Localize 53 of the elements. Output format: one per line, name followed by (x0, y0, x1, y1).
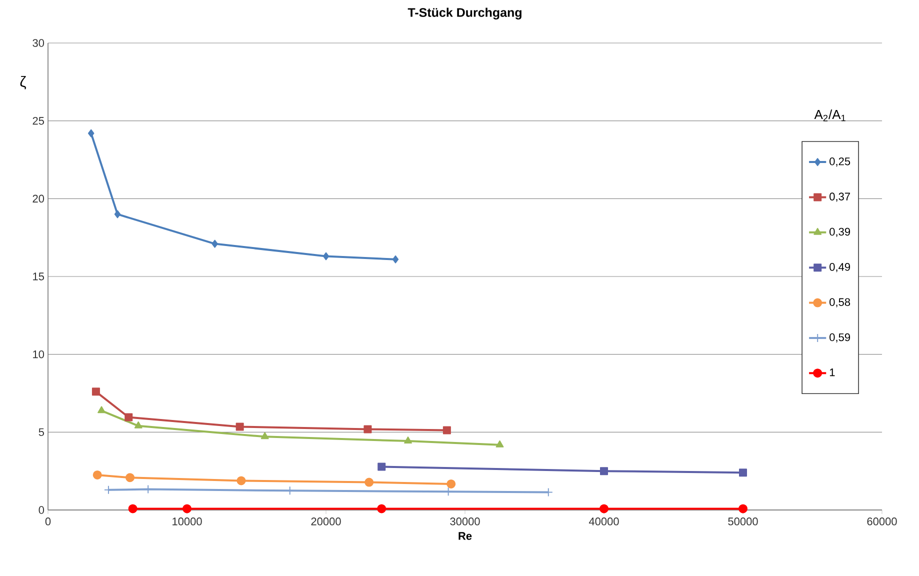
y-axis-title: ζ (20, 76, 26, 90)
y-tick-label: 10 (33, 350, 44, 358)
legend-label: 1 (830, 368, 835, 376)
y-tick-label: 15 (33, 272, 44, 280)
x-tick-label: 10000 (172, 518, 202, 526)
y-tick-label: 25 (32, 116, 44, 125)
point (364, 478, 374, 487)
x-tick-label: 40000 (588, 518, 619, 526)
point (260, 432, 269, 440)
legend-label: 0,58 (830, 298, 850, 308)
point (378, 462, 386, 471)
legend-label: 0,37 (830, 192, 850, 202)
point (600, 467, 608, 476)
legend-label: 0,25 (830, 157, 850, 167)
y-tick-label: 30 (32, 39, 44, 47)
legend-label: 0,59 (830, 333, 850, 342)
point (124, 413, 133, 422)
legend-label: 0,39 (830, 228, 850, 237)
point (128, 504, 138, 514)
point (738, 504, 748, 514)
legend-title: A$_{2}$/A$_{1}$ (814, 110, 846, 122)
point (404, 436, 412, 444)
point (496, 440, 504, 448)
point (134, 421, 142, 428)
x-tick-label: 60000 (867, 518, 897, 526)
chart-title: T-Stück Durchgang (408, 8, 522, 20)
point (114, 210, 121, 218)
point (600, 504, 608, 514)
x-tick-label: 50000 (728, 518, 758, 526)
point (446, 479, 456, 488)
point (212, 240, 218, 248)
point (126, 473, 135, 482)
y-tick-label: 0 (38, 506, 44, 514)
x-tick-label: 30000 (450, 518, 480, 526)
point (92, 470, 102, 480)
x-tick-label: 0 (45, 518, 51, 526)
x-axis-title: Re (458, 532, 472, 540)
point (739, 468, 747, 477)
point (92, 388, 100, 396)
point (392, 255, 399, 264)
y-tick-label: 20 (32, 194, 44, 203)
point (236, 476, 246, 486)
point (364, 425, 372, 434)
point (88, 129, 94, 138)
point (322, 252, 330, 260)
point (377, 504, 386, 514)
point (236, 422, 244, 431)
point (98, 406, 106, 414)
point (442, 426, 451, 434)
y-tick-label: 5 (38, 428, 44, 436)
point (182, 504, 192, 514)
legend-label: 0,49 (830, 263, 850, 272)
x-tick-label: 20000 (311, 518, 341, 526)
